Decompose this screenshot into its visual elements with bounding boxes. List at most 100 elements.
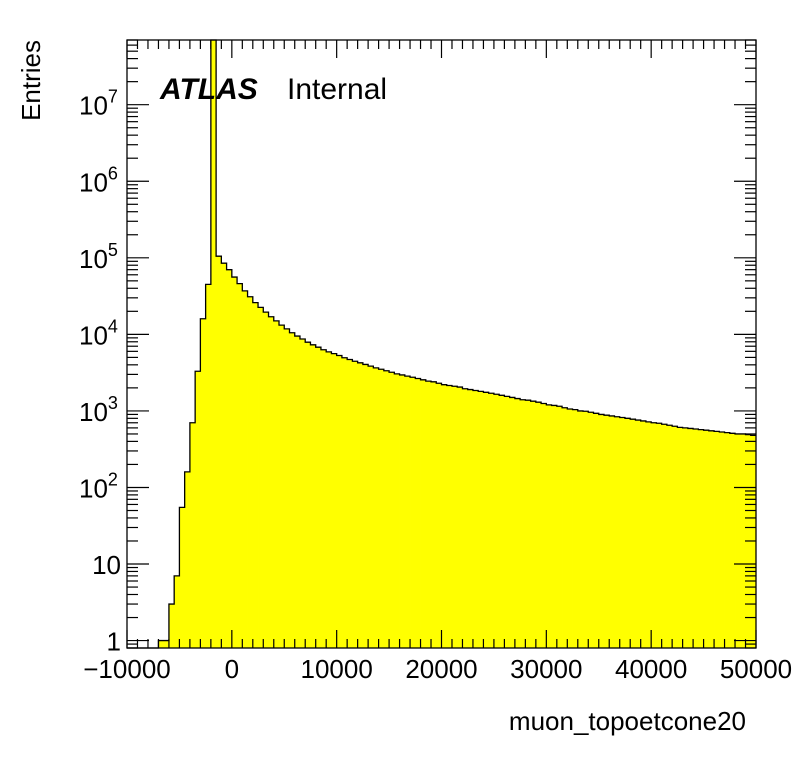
histogram-bin <box>226 269 233 648</box>
histogram-bin <box>593 413 600 648</box>
histogram-bin <box>520 399 526 648</box>
x-tick-label: 40000 <box>615 654 687 684</box>
histogram-bin <box>247 296 254 648</box>
histogram-bin <box>467 389 474 648</box>
histogram-bin <box>394 373 400 648</box>
histogram-bin <box>535 402 542 648</box>
histogram-bin <box>583 411 589 648</box>
histogram-bin <box>719 432 725 648</box>
histogram-bin <box>740 433 746 648</box>
histogram-bin <box>687 428 694 648</box>
histogram-bin <box>729 433 736 648</box>
histogram-bars <box>158 40 757 648</box>
x-tick-label: 30000 <box>510 654 582 684</box>
histogram-bin <box>441 384 448 648</box>
histogram-bin <box>341 357 348 648</box>
histogram-bin <box>462 388 469 648</box>
histogram-bin <box>446 385 453 648</box>
histogram-bin <box>362 364 369 648</box>
histogram-bin <box>299 338 306 648</box>
histogram-bin <box>562 407 568 648</box>
histogram-bin <box>425 381 432 648</box>
histogram-bin <box>237 283 243 648</box>
histogram-bin <box>378 369 385 648</box>
histogram-bin <box>750 435 757 648</box>
histogram-bin <box>493 394 500 648</box>
histogram-bin <box>273 320 280 648</box>
histogram-bin <box>268 316 275 648</box>
histogram-bin <box>488 393 495 648</box>
histogram-bin <box>331 353 338 648</box>
y-tick-label: 103 <box>79 393 118 427</box>
y-tick-label: 105 <box>79 240 118 274</box>
histogram-bin <box>289 332 296 648</box>
histogram-bin <box>420 379 427 648</box>
histogram-bin <box>399 374 406 648</box>
y-tick-label: 10 <box>92 550 121 580</box>
histogram-bin <box>714 431 720 648</box>
histogram-bin <box>368 366 374 648</box>
histogram-bin <box>279 325 285 648</box>
y-tick-label: 102 <box>79 469 118 503</box>
histogram-bin <box>179 507 186 648</box>
histogram-bin <box>514 398 521 648</box>
histogram-bin <box>357 362 364 648</box>
histogram-bin <box>436 383 442 648</box>
x-tick-label: 0 <box>225 654 239 684</box>
histogram-bin <box>457 387 463 648</box>
histogram-bin <box>672 426 678 648</box>
histogram-bin <box>205 284 212 648</box>
histogram-bin <box>651 422 657 648</box>
histogram-bin <box>404 376 411 648</box>
histogram-bin <box>347 359 353 648</box>
histogram-bin <box>661 424 668 648</box>
histogram-bin <box>703 430 710 648</box>
histogram-bin <box>252 302 259 648</box>
atlas-label: ATLAS <box>159 73 258 106</box>
histogram-bin <box>210 40 217 648</box>
histogram-bin <box>258 307 264 648</box>
y-axis-title: Entries <box>16 40 46 121</box>
histogram-bin <box>546 404 552 648</box>
histogram-bin <box>320 349 327 648</box>
histogram-bin <box>294 336 301 648</box>
histogram-bin <box>221 263 227 648</box>
histogram-bin <box>158 640 165 648</box>
histogram-outline <box>127 39 756 649</box>
histogram-bin <box>598 414 605 648</box>
histogram-bin <box>572 409 579 648</box>
histogram-bin <box>541 403 547 648</box>
histogram-bin <box>336 355 343 648</box>
histogram-bin <box>242 290 248 648</box>
histogram-bin <box>315 347 322 648</box>
histogram-bin <box>724 432 731 648</box>
histogram-bin <box>499 395 505 648</box>
histogram-bin <box>698 429 704 648</box>
y-tick-label: 107 <box>79 87 118 121</box>
histogram-bin <box>305 342 311 648</box>
y-tick-label: 1 <box>107 627 121 657</box>
histogram-bin <box>410 377 416 648</box>
histogram-bin <box>483 392 490 648</box>
axis-ticks <box>126 39 757 649</box>
x-tick-label: 20000 <box>405 654 477 684</box>
histogram-bin <box>195 371 201 648</box>
x-tick-label: 50000 <box>720 654 792 684</box>
histogram-bin <box>200 318 207 648</box>
histogram-bin <box>677 427 684 648</box>
y-tick-labels: 1 10 102 103 104 105 106 107 <box>79 87 121 657</box>
histogram-bin <box>567 408 573 648</box>
histogram-bin <box>577 410 584 648</box>
histogram-bin <box>231 277 238 648</box>
histogram-bin <box>530 401 537 648</box>
x-tick-labels: −10000 0 10000 20000 30000 40000 50000 <box>83 654 792 684</box>
histogram-bin <box>352 361 359 648</box>
histogram-bin <box>326 351 332 648</box>
histogram-bin <box>635 420 642 648</box>
histogram-bin <box>216 256 222 648</box>
x-axis-title: muon_topoetcone20 <box>509 706 746 736</box>
histogram-bin <box>431 381 437 648</box>
x-tick-label: 10000 <box>301 654 373 684</box>
histogram-bin <box>656 423 663 648</box>
